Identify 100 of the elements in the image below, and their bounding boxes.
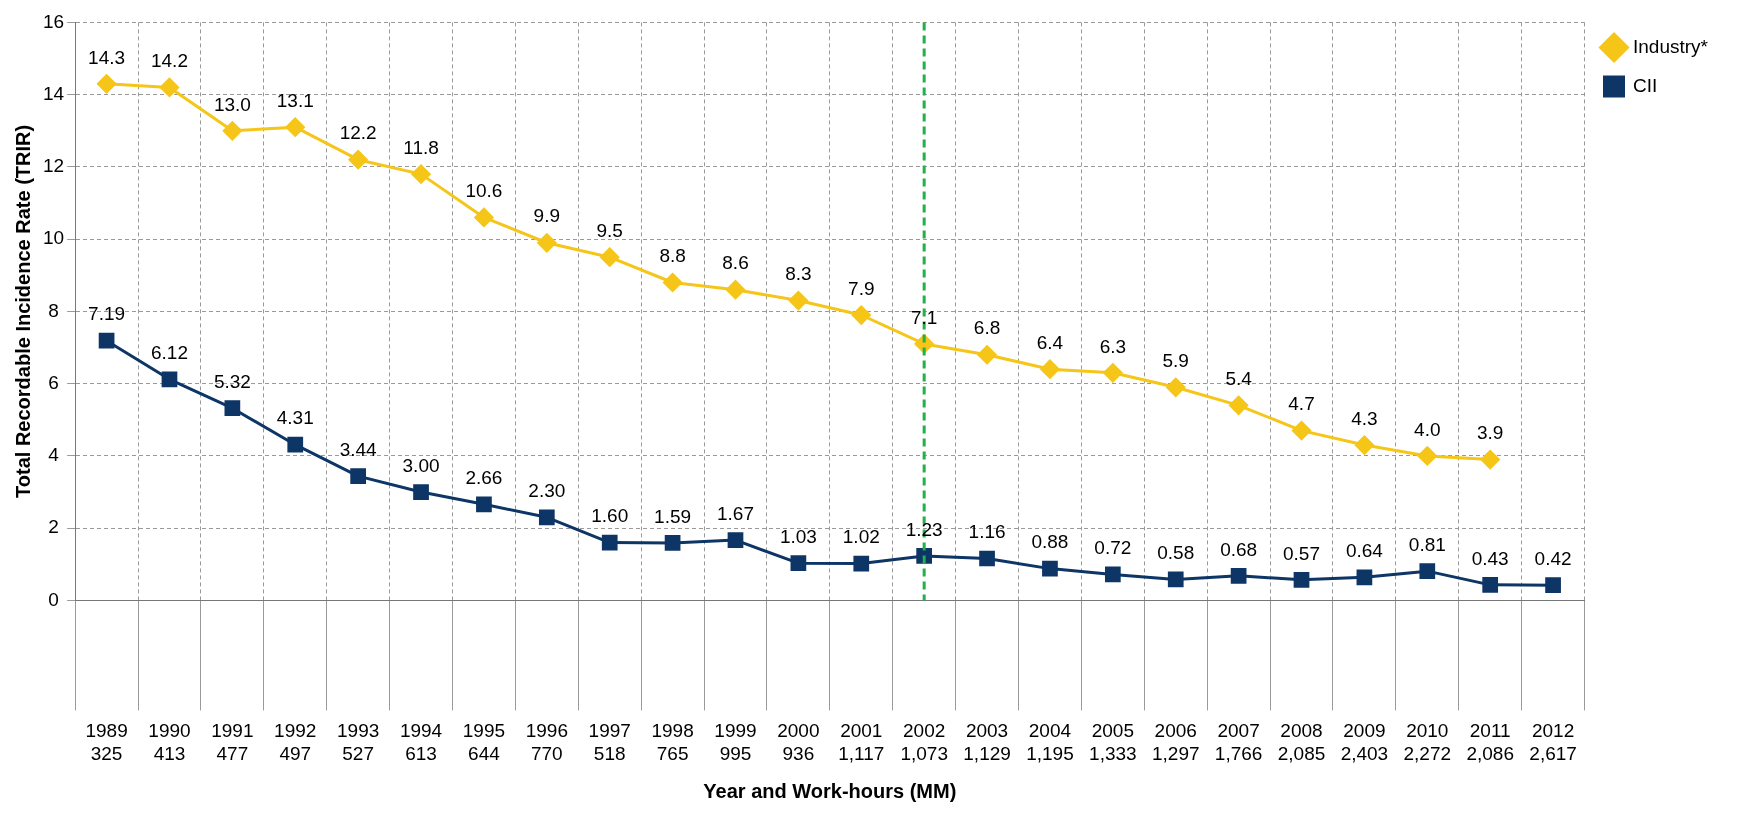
x-tick-label: 2012 2,617 — [1529, 720, 1577, 764]
data-label: 6.3 — [1099, 335, 1127, 357]
point — [977, 345, 997, 365]
point — [1230, 567, 1247, 584]
x-tick-label: 1991 477 — [211, 720, 254, 764]
data-label: 4.3 — [1351, 407, 1378, 429]
x-tick-label: 1996 770 — [525, 720, 568, 764]
point — [601, 534, 618, 551]
data-label: 8.8 — [659, 245, 686, 267]
legend-label: Industry* — [1633, 35, 1709, 57]
point — [474, 207, 494, 227]
data-label: 11.8 — [403, 136, 439, 158]
point — [663, 273, 683, 292]
data-label: 13.1 — [276, 89, 314, 111]
y-tick-label: 4 — [48, 444, 60, 466]
x-tick-label: 2002 1,073 — [900, 720, 948, 764]
x-tick-label: 1994 613 — [399, 720, 443, 764]
x-tick-label: 1992 497 — [274, 720, 317, 764]
data-label: 4.0 — [1414, 418, 1441, 440]
x-tick-label: 1995 644 — [462, 720, 506, 764]
data-label: 7.19 — [88, 303, 126, 325]
point — [979, 550, 995, 567]
x-tick-label: 1999 995 — [714, 720, 757, 764]
x-tick-label: 2010 2,272 — [1403, 720, 1452, 764]
point — [788, 291, 808, 311]
point — [1419, 563, 1436, 579]
data-label: 1.59 — [654, 505, 692, 527]
point — [538, 509, 555, 526]
y-tick-label: 10 — [43, 227, 65, 249]
point — [98, 332, 115, 349]
x-tick-label: 2009 2,403 — [1340, 720, 1389, 764]
x-tick-label: 2001 1,117 — [838, 720, 885, 764]
data-label: 1.16 — [968, 521, 1006, 543]
y-tick-label: 2 — [48, 516, 59, 538]
data-label: 0.64 — [1345, 540, 1384, 562]
point — [1545, 577, 1561, 594]
point — [413, 484, 429, 500]
y-tick-label: 12 — [43, 155, 65, 177]
data-label: 2.66 — [465, 467, 503, 489]
data-label: 5.32 — [213, 370, 251, 392]
y-tick-label: 6 — [48, 371, 59, 393]
point — [224, 400, 241, 417]
data-label: 0.88 — [1031, 531, 1069, 553]
data-label: 0.42 — [1534, 547, 1572, 569]
point — [1104, 566, 1121, 583]
data-label: 0.58 — [1157, 542, 1195, 564]
x-tick-label: 2004 1,195 — [1026, 720, 1074, 764]
data-label: 3.00 — [402, 454, 440, 476]
data-label: 8.3 — [785, 263, 812, 285]
data-label: 14.2 — [150, 50, 188, 72]
data-label: 9.5 — [596, 219, 623, 241]
data-label: 10.6 — [465, 180, 503, 202]
x-tick-label: 1990 413 — [148, 720, 191, 764]
point — [476, 496, 492, 513]
x-tick-label: 1989 325 — [85, 720, 128, 764]
data-label: 7.1 — [910, 306, 938, 328]
x-tick-label: 2005 1,333 — [1089, 720, 1137, 764]
data-label: 1.60 — [591, 505, 629, 527]
data-label: 0.57 — [1283, 542, 1320, 564]
point — [1354, 435, 1374, 455]
point — [851, 305, 871, 325]
point — [1293, 571, 1310, 588]
data-label: 7.9 — [848, 277, 875, 299]
legend-label: CII — [1633, 74, 1658, 96]
x-axis-title: Year and Work-hours (MM) — [703, 779, 957, 802]
data-label: 0.72 — [1094, 537, 1132, 559]
point — [411, 164, 431, 184]
point — [1167, 571, 1184, 588]
point — [1417, 446, 1437, 466]
point — [1040, 359, 1060, 379]
data-label: 0.43 — [1471, 547, 1509, 569]
data-label: 2.30 — [528, 480, 566, 502]
data-label: 6.4 — [1036, 331, 1064, 353]
point — [1356, 569, 1373, 586]
point — [222, 121, 242, 141]
point — [285, 117, 305, 137]
x-tick-label: 2000 936 — [777, 720, 820, 764]
data-label: 5.4 — [1225, 368, 1253, 390]
data-label: 0.68 — [1220, 538, 1258, 560]
y-tick-label: 16 — [43, 10, 65, 32]
data-label: 8.6 — [722, 252, 749, 274]
point — [725, 280, 745, 300]
point — [664, 535, 681, 551]
point — [348, 150, 368, 170]
point — [1480, 450, 1500, 470]
point — [1166, 377, 1186, 397]
point — [1103, 363, 1123, 383]
point — [97, 74, 117, 94]
point — [161, 371, 178, 388]
point — [1229, 395, 1249, 415]
point — [1042, 560, 1058, 577]
data-label: 0.81 — [1408, 533, 1446, 555]
data-label: 1.02 — [842, 526, 880, 548]
point — [790, 555, 807, 572]
point — [1292, 421, 1312, 441]
point — [350, 468, 367, 484]
point — [600, 247, 620, 267]
x-tick-label: 1998 765 — [651, 720, 694, 764]
data-label: 13.0 — [213, 93, 251, 115]
point — [287, 436, 304, 453]
